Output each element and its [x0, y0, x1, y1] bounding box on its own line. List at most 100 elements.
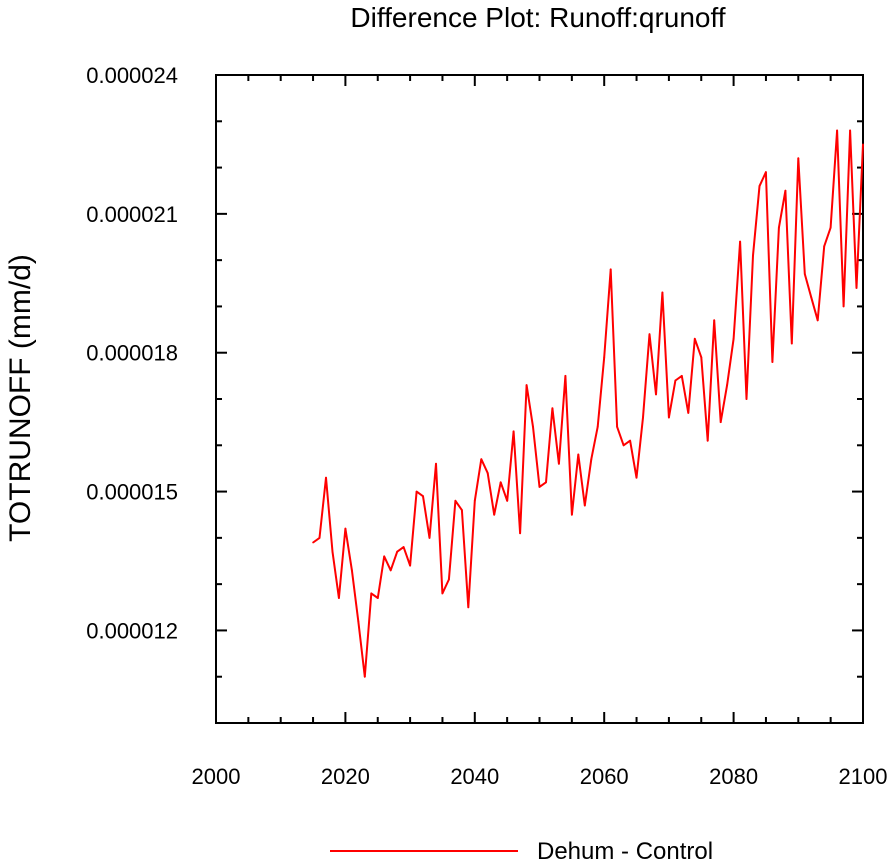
data-point	[771, 361, 774, 363]
data-point	[719, 421, 722, 423]
data-point	[402, 546, 405, 548]
data-point	[823, 245, 826, 248]
data-point	[312, 541, 314, 544]
data-point	[480, 458, 483, 461]
data-point	[842, 305, 845, 308]
data-point	[389, 569, 392, 572]
data-point	[687, 412, 690, 414]
data-point	[473, 499, 476, 502]
data-point	[571, 513, 573, 516]
x-tick-label: 2080	[709, 764, 758, 789]
data-point	[778, 226, 780, 229]
data-point	[784, 189, 787, 192]
data-point	[693, 337, 696, 340]
data-point	[461, 509, 463, 511]
data-point	[428, 537, 431, 539]
data-point	[680, 375, 683, 377]
data-point	[849, 129, 851, 132]
data-point	[558, 462, 560, 465]
data-point	[803, 273, 806, 275]
data-point	[338, 597, 340, 599]
data-point	[661, 291, 664, 294]
data-point	[642, 416, 644, 419]
data-point	[745, 398, 748, 400]
data-point	[331, 550, 334, 553]
data-point	[713, 319, 716, 322]
data-point	[499, 481, 502, 484]
data-point	[467, 606, 470, 609]
chart-title: Difference Plot: Runoff:qrunoff	[350, 2, 725, 33]
data-point	[519, 532, 521, 535]
data-point	[357, 620, 360, 623]
data-point	[732, 337, 735, 340]
series-line	[312, 129, 864, 678]
x-tick-label: 2040	[450, 764, 499, 789]
data-point	[545, 481, 547, 484]
data-point	[752, 254, 754, 257]
series-layer	[312, 129, 864, 678]
data-point	[376, 597, 379, 599]
data-point	[836, 129, 838, 132]
y-axis-label: TOTRUNOFF (mm/d)	[4, 254, 37, 542]
data-point	[448, 578, 450, 581]
data-point	[396, 550, 399, 553]
data-point	[765, 171, 767, 174]
data-point	[551, 407, 554, 410]
data-point	[862, 143, 864, 146]
data-point	[616, 425, 618, 428]
data-point	[363, 675, 366, 678]
y-tick-label: 0.000015	[86, 480, 178, 505]
data-point	[422, 495, 424, 498]
legend: Dehum - Control	[330, 838, 713, 861]
data-point	[622, 444, 625, 447]
data-point	[415, 490, 418, 493]
data-point	[506, 499, 509, 502]
data-point	[486, 472, 489, 474]
y-tick-label: 0.000018	[86, 341, 178, 366]
data-point	[493, 513, 496, 516]
data-point	[583, 504, 586, 507]
data-point	[855, 287, 858, 289]
data-point	[810, 296, 813, 299]
data-point	[538, 486, 541, 488]
data-point	[532, 425, 534, 428]
data-point	[512, 430, 515, 433]
data-point	[668, 416, 670, 419]
data-point	[325, 476, 327, 479]
data-point	[596, 425, 599, 428]
x-tick-label: 2100	[839, 764, 888, 789]
data-point	[590, 458, 593, 461]
data-point	[816, 319, 819, 322]
data-point	[797, 157, 800, 160]
data-point	[674, 379, 677, 382]
data-point	[577, 453, 580, 456]
y-tick-label: 0.000021	[86, 202, 178, 227]
data-point	[609, 268, 612, 271]
x-tick-label: 2020	[321, 764, 370, 789]
y-tick-label: 0.000012	[86, 618, 178, 643]
data-point	[758, 185, 761, 188]
data-point	[454, 499, 457, 502]
data-point	[409, 564, 411, 567]
data-point	[629, 439, 631, 442]
data-point	[344, 527, 347, 530]
data-point	[790, 342, 793, 345]
data-point	[648, 333, 651, 336]
x-tick-label: 2060	[580, 764, 629, 789]
data-point	[655, 393, 657, 396]
data-point	[318, 537, 321, 539]
data-point	[635, 476, 638, 479]
ticks-layer: 2000 2020 2040 2060 2080 2100 0.000012 0.000015…	[86, 63, 887, 789]
data-point	[441, 592, 444, 595]
data-point	[564, 375, 567, 377]
legend-label: Dehum - Control	[537, 838, 713, 861]
data-point	[370, 592, 373, 595]
data-point	[706, 439, 709, 442]
data-point	[351, 569, 353, 572]
data-point	[435, 462, 437, 465]
y-tick-label: 0.000024	[86, 63, 178, 88]
data-point	[603, 356, 606, 359]
x-tick-label: 2000	[192, 764, 241, 789]
data-point	[383, 555, 386, 558]
